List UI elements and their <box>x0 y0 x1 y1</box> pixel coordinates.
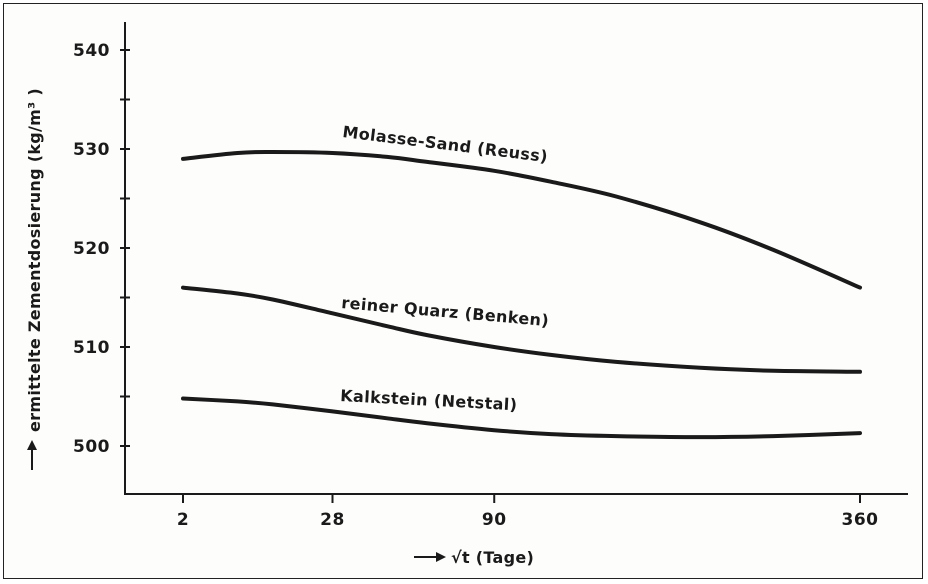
y-tick-label: 500 <box>73 437 110 457</box>
axes: 500 510 520 530 540 2 28 90 360 <box>73 22 908 530</box>
series-line <box>181 149 862 290</box>
x-axis-title-group: √t (Tage) <box>414 548 534 567</box>
y-axis-arrow-icon <box>27 440 37 450</box>
y-axis-title: ermittelte Zementdosierung (kg/m³ ) <box>25 88 44 432</box>
y-tick-label: 520 <box>73 239 110 259</box>
series-line <box>181 285 862 374</box>
series-label: Molasse-Sand (Reuss) <box>342 122 549 166</box>
chart-frame <box>3 3 923 579</box>
series-line <box>181 396 862 440</box>
x-tick-label: 2 <box>177 510 189 530</box>
x-axis-title: √t (Tage) <box>451 548 534 567</box>
y-tick-label: 510 <box>73 338 110 358</box>
y-tick-label: 540 <box>73 41 110 61</box>
x-tick-label: 28 <box>320 510 345 530</box>
x-tick-label: 360 <box>842 510 879 530</box>
series-lines <box>181 149 862 440</box>
y-tick-label: 530 <box>73 140 110 160</box>
y-axis-title-group: ermittelte Zementdosierung (kg/m³ ) <box>25 88 44 470</box>
series-label: Kalkstein (Netstal) <box>340 386 518 414</box>
x-axis-arrow-icon <box>436 552 446 562</box>
x-tick-label: 90 <box>482 510 507 530</box>
